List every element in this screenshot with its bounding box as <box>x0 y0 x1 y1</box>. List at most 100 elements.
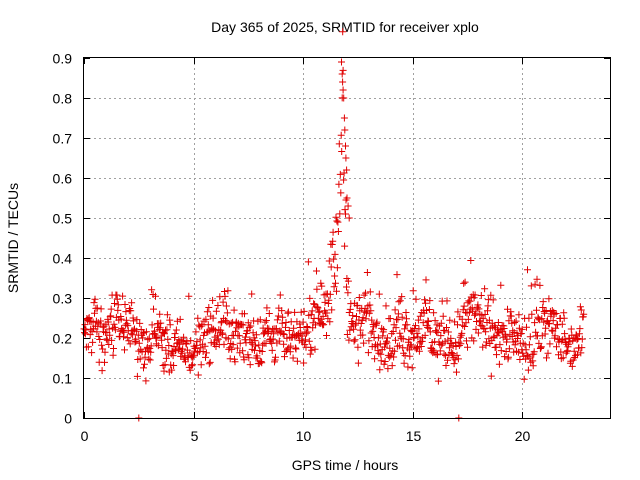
data-point <box>481 311 489 318</box>
data-point <box>507 312 515 320</box>
data-point <box>497 281 505 289</box>
data-point <box>360 339 368 347</box>
data-point <box>233 344 241 352</box>
data-point <box>179 345 187 353</box>
data-point <box>414 333 422 341</box>
data-point <box>428 345 436 352</box>
data-point <box>504 353 512 361</box>
data-point <box>423 307 430 314</box>
data-point <box>300 359 308 367</box>
data-point <box>406 352 414 360</box>
data-point <box>219 329 227 337</box>
data-point <box>228 345 236 353</box>
data-point <box>189 361 197 369</box>
data-point <box>233 324 241 332</box>
data-point <box>205 304 213 311</box>
data-point <box>163 326 171 334</box>
data-point <box>452 343 460 350</box>
data-point <box>399 335 407 343</box>
data-point <box>187 337 195 345</box>
data-point <box>359 331 367 339</box>
data-point <box>107 312 115 320</box>
data-point <box>539 304 547 311</box>
data-point <box>445 344 453 352</box>
data-point <box>147 348 155 356</box>
data-point <box>256 316 264 324</box>
data-point <box>511 319 519 326</box>
data-point <box>578 344 586 352</box>
data-point <box>110 345 117 352</box>
data-point <box>192 344 199 352</box>
data-point <box>339 28 347 36</box>
data-point <box>477 292 485 299</box>
data-point <box>562 339 570 346</box>
data-point <box>214 335 222 343</box>
data-point <box>101 348 109 356</box>
data-point <box>284 308 292 316</box>
data-point <box>204 321 212 329</box>
data-point <box>287 342 295 350</box>
data-point <box>509 327 517 335</box>
data-point <box>461 278 469 286</box>
data-point <box>520 375 528 383</box>
data-point <box>135 347 143 355</box>
data-point <box>454 355 462 363</box>
data-point <box>296 324 304 331</box>
data-point <box>244 351 252 359</box>
data-point <box>512 317 520 325</box>
data-point <box>421 296 429 304</box>
data-point <box>333 217 341 225</box>
data-point <box>548 307 556 314</box>
data-point <box>300 307 308 315</box>
data-point <box>528 310 536 318</box>
data-point <box>142 328 150 336</box>
data-point <box>415 347 423 355</box>
data-point <box>444 356 451 364</box>
data-point <box>97 305 105 313</box>
data-point <box>354 359 362 367</box>
data-point <box>154 342 162 350</box>
data-point <box>424 323 431 331</box>
data-point <box>351 336 359 344</box>
x-tick-label: 10 <box>296 428 312 444</box>
data-point <box>153 334 161 341</box>
data-point <box>527 282 535 290</box>
data-point <box>434 328 442 336</box>
data-point <box>460 279 468 287</box>
data-point <box>344 289 352 297</box>
data-point <box>493 351 500 359</box>
data-point <box>378 324 386 332</box>
data-point <box>340 114 348 122</box>
data-point <box>395 298 403 306</box>
data-point <box>487 372 495 380</box>
data-point <box>145 334 153 342</box>
data-point <box>312 321 319 329</box>
data-point <box>338 58 345 66</box>
y-tick-label: 0.4 <box>53 251 73 267</box>
data-point <box>398 313 406 321</box>
data-point <box>331 250 339 258</box>
data-point <box>460 302 468 310</box>
data-point <box>377 357 385 365</box>
data-point <box>434 351 441 359</box>
data-point <box>136 355 144 363</box>
data-point <box>346 326 354 334</box>
data-point <box>424 318 432 325</box>
data-point <box>156 310 164 318</box>
data-point <box>325 257 333 265</box>
data-point <box>141 353 149 361</box>
data-point <box>105 341 113 348</box>
data-point <box>252 342 259 350</box>
data-point <box>577 306 585 314</box>
data-point <box>326 290 334 298</box>
data-point <box>442 362 450 369</box>
data-point <box>475 318 483 326</box>
data-point <box>404 363 412 371</box>
data-point <box>328 306 336 314</box>
data-point <box>500 325 508 332</box>
data-point <box>203 328 211 336</box>
data-point <box>330 283 338 291</box>
x-tick-label: 15 <box>406 428 422 444</box>
data-point <box>574 335 582 342</box>
data-point <box>449 350 457 358</box>
